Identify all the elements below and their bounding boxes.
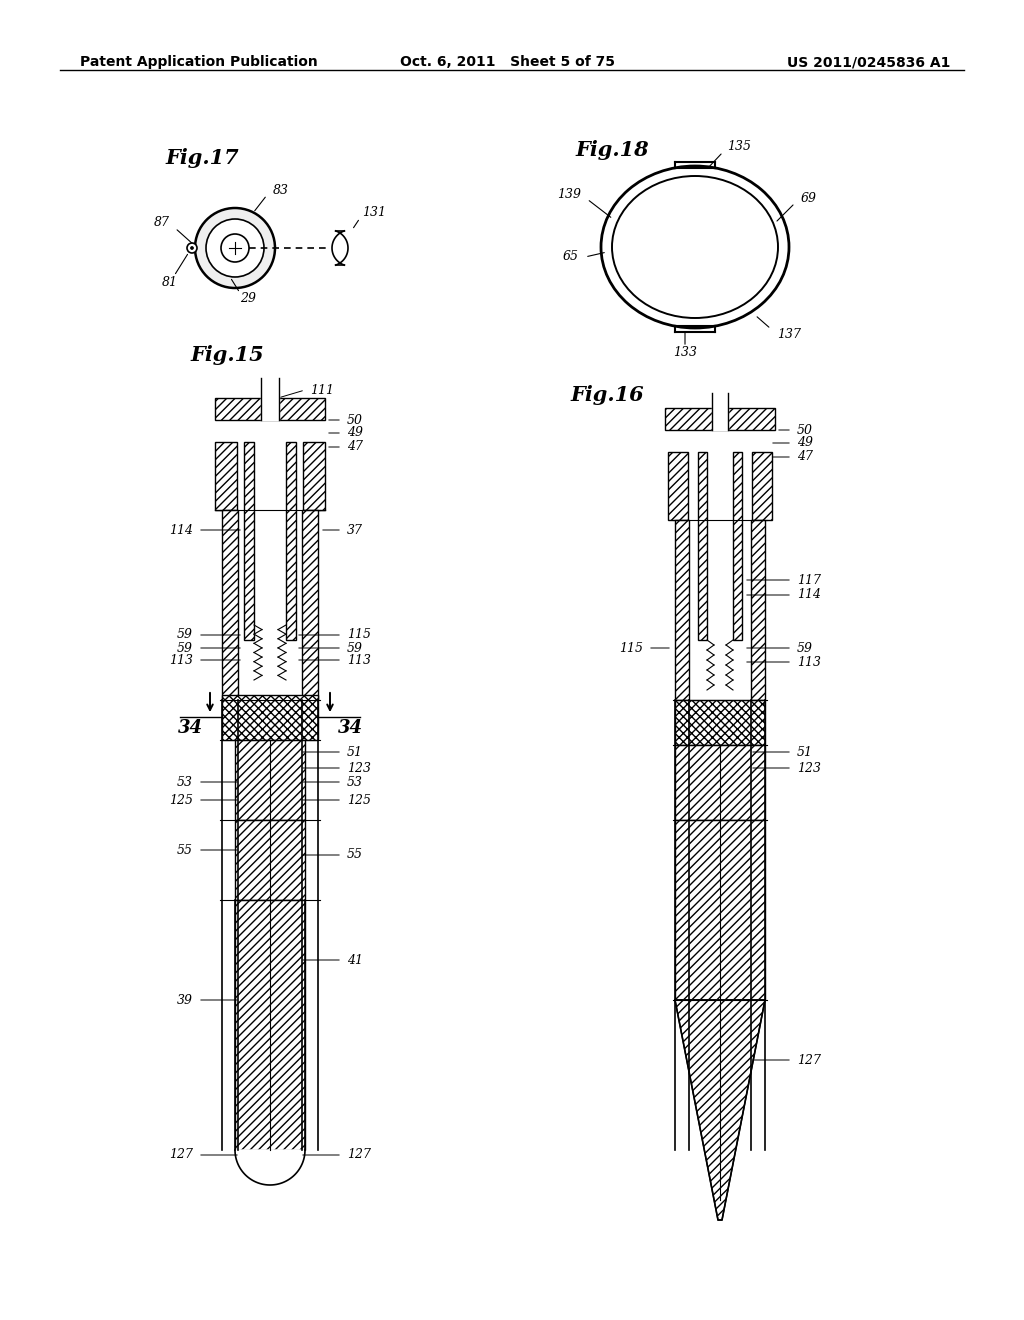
- Text: 59: 59: [177, 628, 193, 642]
- Bar: [733, 451, 742, 640]
- Text: 115: 115: [347, 628, 371, 642]
- Bar: [675, 700, 765, 744]
- Text: 125: 125: [347, 793, 371, 807]
- Text: 81: 81: [162, 276, 178, 289]
- Text: 113: 113: [169, 653, 193, 667]
- Text: 69: 69: [801, 193, 817, 206]
- Bar: [244, 442, 254, 640]
- Text: 47: 47: [347, 441, 362, 454]
- Ellipse shape: [612, 176, 778, 318]
- Text: 125: 125: [169, 793, 193, 807]
- Text: 127: 127: [797, 1053, 821, 1067]
- Text: 59: 59: [177, 642, 193, 655]
- Wedge shape: [195, 209, 275, 288]
- Text: 59: 59: [347, 642, 362, 655]
- Text: 117: 117: [797, 573, 821, 586]
- Text: 49: 49: [347, 426, 362, 440]
- Bar: [234, 820, 305, 900]
- Bar: [675, 520, 689, 700]
- Text: 50: 50: [347, 413, 362, 426]
- Text: Fig.18: Fig.18: [575, 140, 648, 160]
- Text: 123: 123: [347, 762, 371, 775]
- Text: Fig.16: Fig.16: [570, 385, 644, 405]
- Bar: [665, 408, 775, 430]
- Text: 113: 113: [347, 653, 371, 667]
- Bar: [286, 442, 296, 640]
- Text: 34: 34: [177, 719, 203, 737]
- Text: 137: 137: [777, 329, 801, 342]
- Text: 127: 127: [169, 1148, 193, 1162]
- Text: Fig.15: Fig.15: [190, 345, 263, 366]
- Text: 41: 41: [347, 953, 362, 966]
- Polygon shape: [675, 1001, 765, 1220]
- Text: 113: 113: [797, 656, 821, 668]
- Bar: [215, 399, 325, 420]
- Text: 87: 87: [154, 216, 170, 230]
- Text: 133: 133: [673, 346, 697, 359]
- Text: 114: 114: [169, 524, 193, 536]
- Bar: [222, 696, 318, 741]
- Text: 114: 114: [797, 589, 821, 602]
- Bar: [675, 820, 765, 1001]
- Text: 53: 53: [177, 776, 193, 788]
- Text: 51: 51: [797, 746, 813, 759]
- Polygon shape: [712, 393, 728, 430]
- Text: Oct. 6, 2011   Sheet 5 of 75: Oct. 6, 2011 Sheet 5 of 75: [400, 55, 615, 69]
- Text: 39: 39: [177, 994, 193, 1006]
- Text: Patent Application Publication: Patent Application Publication: [80, 55, 317, 69]
- Text: 59: 59: [797, 642, 813, 655]
- Text: 29: 29: [240, 292, 256, 305]
- Text: 111: 111: [310, 384, 334, 396]
- Text: Fig.17: Fig.17: [165, 148, 239, 168]
- Text: 65: 65: [563, 251, 579, 264]
- Text: US 2011/0245836 A1: US 2011/0245836 A1: [786, 55, 950, 69]
- Text: 127: 127: [347, 1148, 371, 1162]
- Text: 131: 131: [362, 206, 386, 219]
- Text: 55: 55: [177, 843, 193, 857]
- Text: 50: 50: [797, 424, 813, 437]
- Text: 53: 53: [347, 776, 362, 788]
- Text: 115: 115: [618, 642, 643, 655]
- Bar: [751, 520, 765, 700]
- Bar: [234, 900, 305, 1150]
- Polygon shape: [675, 1001, 765, 1220]
- Text: 51: 51: [347, 746, 362, 759]
- Text: 55: 55: [347, 849, 362, 862]
- Text: 83: 83: [273, 183, 289, 197]
- Bar: [302, 510, 318, 700]
- Bar: [675, 744, 765, 820]
- Text: 139: 139: [557, 187, 581, 201]
- Polygon shape: [261, 378, 279, 420]
- Bar: [215, 442, 237, 510]
- Text: 123: 123: [797, 762, 821, 775]
- Bar: [668, 451, 688, 520]
- Text: 47: 47: [797, 450, 813, 463]
- Bar: [303, 442, 325, 510]
- Circle shape: [190, 247, 194, 249]
- Bar: [698, 451, 707, 640]
- Text: 34: 34: [338, 719, 362, 737]
- Text: 37: 37: [347, 524, 362, 536]
- Text: 49: 49: [797, 437, 813, 450]
- Bar: [234, 741, 305, 820]
- Polygon shape: [234, 1150, 305, 1185]
- Text: 135: 135: [727, 140, 751, 153]
- Circle shape: [187, 243, 197, 253]
- Bar: [222, 510, 238, 700]
- Bar: [752, 451, 772, 520]
